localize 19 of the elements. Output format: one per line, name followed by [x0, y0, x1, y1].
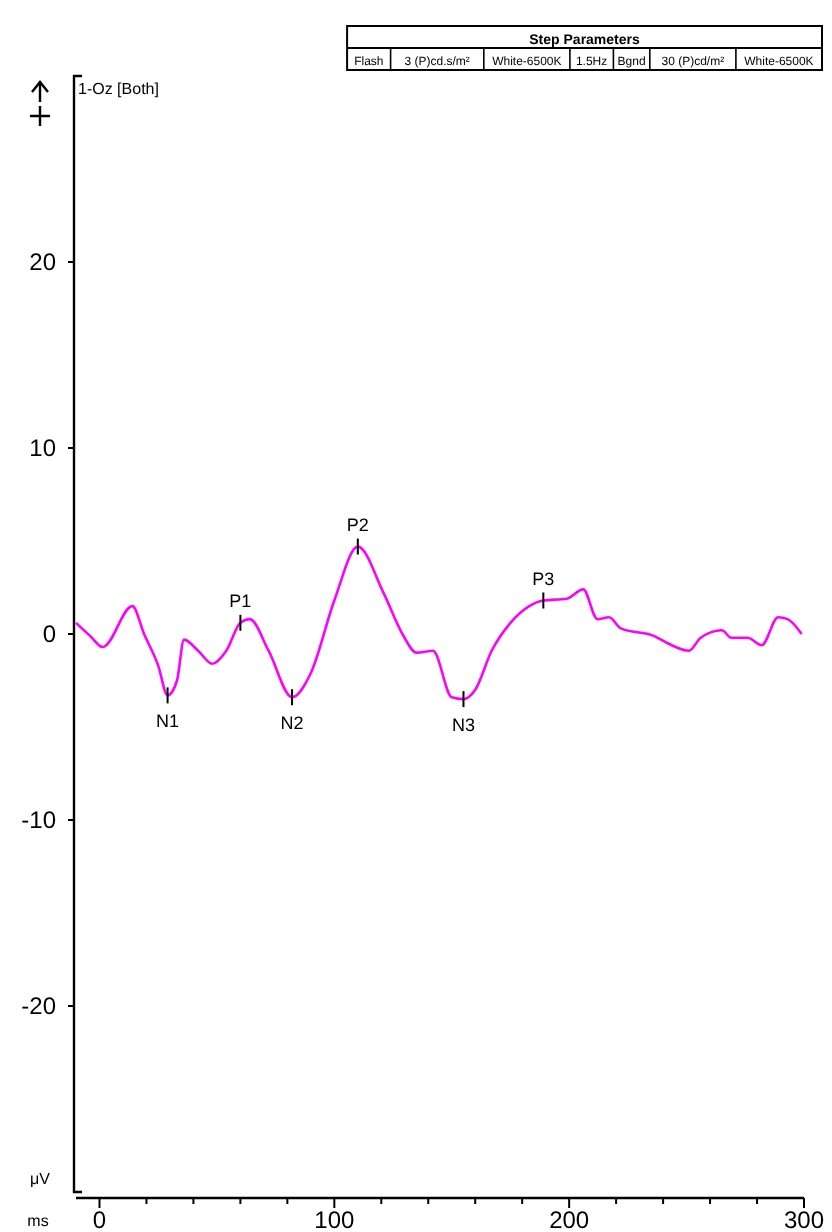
line-series [74, 545, 803, 701]
annotation: P3 [532, 568, 555, 589]
y-tick-label: 10 [29, 434, 57, 462]
annotation: N2 [280, 713, 304, 734]
y-tick-label: -10 [21, 806, 57, 834]
x-tick-label: 300 [783, 1206, 825, 1232]
x-tick-label: 100 [314, 1206, 355, 1232]
text: 1-Oz [Both] [78, 80, 159, 98]
y-tick-label: 20 [29, 248, 57, 276]
x-tick-label: 200 [549, 1206, 590, 1232]
y-axis-title: μV [30, 1170, 52, 1188]
y-tick-label: 0 [42, 620, 57, 648]
annotation: P2 [346, 514, 369, 535]
x-tick-label: 0 [92, 1206, 107, 1232]
annotation: N1 [156, 711, 180, 732]
x-axis-title: ms [27, 1212, 49, 1230]
y-tick-label: -20 [21, 992, 57, 1020]
annotation: N3 [451, 715, 475, 736]
annotation: P1 [229, 590, 252, 611]
